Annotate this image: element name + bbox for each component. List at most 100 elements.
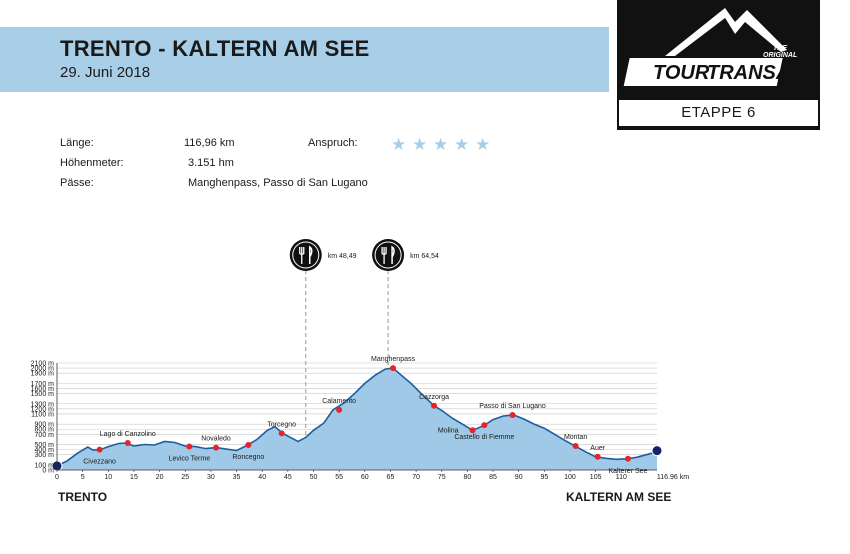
passes-value: Manghenpass, Passo di San Lugano [188, 177, 368, 189]
place-label: Montan [564, 434, 587, 441]
x-tick-label: 90 [515, 474, 523, 481]
x-tick-label: 65 [387, 474, 395, 481]
logo-tagline-the: THE [773, 45, 787, 52]
food-stop-label: km 64,54 [410, 253, 439, 260]
x-tick-label: 40 [258, 474, 266, 481]
profile-area [56, 367, 658, 470]
brand-tour: TOUR [653, 62, 710, 84]
food-stop-label: km 48,49 [328, 253, 357, 260]
place-label: Manghenpass [371, 356, 415, 363]
place-marker [481, 422, 488, 429]
y-tick-label: 800 m [35, 427, 55, 434]
y-tick-label: 900 m [35, 422, 55, 429]
logo-tagline-original: ORIGINAL [763, 52, 797, 59]
y-tick-label: 1700 m [31, 381, 55, 388]
y-tick-label: 300 m [35, 452, 55, 459]
y-tick-label: 0 m [42, 468, 54, 475]
place-label: Lago di Canzolino [100, 431, 156, 438]
elevation-value: 3.151 hm [188, 157, 234, 169]
food-icon-ring [374, 241, 402, 269]
y-tick-label: 1200 m [31, 406, 55, 413]
place-marker [336, 406, 343, 413]
x-tick-label: 110 [616, 474, 627, 481]
y-tick-label: 100 m [35, 462, 55, 469]
place-label: Kalterer See [609, 468, 648, 475]
start-location: TRENTO [58, 490, 108, 504]
place-label: Civezzano [83, 459, 116, 466]
y-tick-label: 2000 m [31, 366, 55, 373]
knife-shape [309, 245, 313, 264]
x-tick-label: 55 [335, 474, 343, 481]
food-icon-circle [372, 239, 405, 271]
star-icon: ★ [475, 135, 491, 154]
place-marker [96, 446, 103, 453]
place-label: Cazzorga [419, 394, 449, 401]
end-marker [651, 445, 663, 457]
difficulty-label: Anspruch: [308, 137, 358, 149]
x-tick-label: 80 [463, 474, 471, 481]
y-tick-label: 700 m [35, 432, 55, 439]
y-tick-label: 1500 m [31, 391, 55, 398]
y-tick-label: 500 m [35, 442, 55, 449]
place-label: Auer [590, 445, 605, 452]
mountain-logo-icon: TOUR TRANSALP THE ORIGINAL [623, 8, 817, 86]
y-tick-label: 1300 m [31, 401, 55, 408]
x-tick-label: 100 [564, 474, 576, 481]
end-location: KALTERN AM SEE [566, 490, 672, 504]
place-label: Molina [438, 427, 459, 434]
restaurant-icon [372, 239, 405, 271]
profile-line [56, 367, 658, 467]
x-tick-label: 85 [489, 474, 497, 481]
profile-fill [57, 368, 657, 470]
x-tick-label: 30 [207, 474, 215, 481]
title-band [0, 27, 609, 92]
x-tick-label: 0 [55, 474, 59, 481]
place-marker [124, 439, 131, 446]
star-icon: ★ [433, 135, 449, 154]
place-marker [186, 443, 193, 450]
place-label: Novaledo [201, 436, 231, 443]
place-marker [431, 402, 438, 409]
x-tick-label: 70 [412, 474, 420, 481]
x-tick-label: 10 [104, 474, 112, 481]
x-tick-label: 95 [540, 474, 548, 481]
food-icon-ring [292, 241, 320, 269]
x-tick-label: 60 [361, 474, 369, 481]
food-icon-circle [289, 239, 322, 271]
place-marker [245, 442, 252, 449]
place-label: Castello di Fiemme [454, 434, 514, 441]
place-label: Torcegno [267, 421, 296, 428]
x-tick-label: 45 [284, 474, 292, 481]
stage-label: ETAPPE 6 [617, 100, 820, 128]
place-marker [469, 427, 476, 434]
x-tick-label: 105 [590, 474, 602, 481]
place-marker [509, 411, 516, 418]
y-tick-label: 1900 m [31, 371, 55, 378]
x-end-tick-label: 116.96 km [657, 474, 689, 481]
place-marker [624, 455, 631, 462]
y-tick-label: 1100 m [31, 411, 54, 418]
passes-label: Pässe: [60, 177, 94, 189]
y-tick-label: 400 m [35, 447, 55, 454]
length-label: Länge: [60, 137, 94, 149]
fork-shape [381, 247, 387, 264]
y-tick-label: 2100 m [31, 361, 55, 368]
x-tick-label: 50 [310, 474, 318, 481]
x-tick-label: 5 [81, 474, 85, 481]
x-tick-label: 15 [130, 474, 138, 481]
route-title: TRENTO - KALTERN AM SEE [60, 36, 370, 61]
place-label: Roncegno [232, 454, 264, 461]
restaurant-icon [289, 239, 322, 271]
place-label: Passo di San Lugano [479, 403, 546, 410]
elevation-profile-chart: km 48,49 km 64,54 Civezzano Lago di Canzol… [31, 239, 690, 482]
length-value: 116,96 km [184, 137, 235, 149]
place-marker [572, 443, 579, 450]
elevation-label: Höhenmeter: [60, 157, 124, 169]
place-marker [390, 365, 397, 372]
x-tick-label: 35 [233, 474, 241, 481]
star-icon: ★ [454, 135, 470, 154]
knife-shape [391, 245, 395, 264]
place-label: Calamento [322, 398, 356, 405]
x-tick-label: 25 [181, 474, 189, 481]
